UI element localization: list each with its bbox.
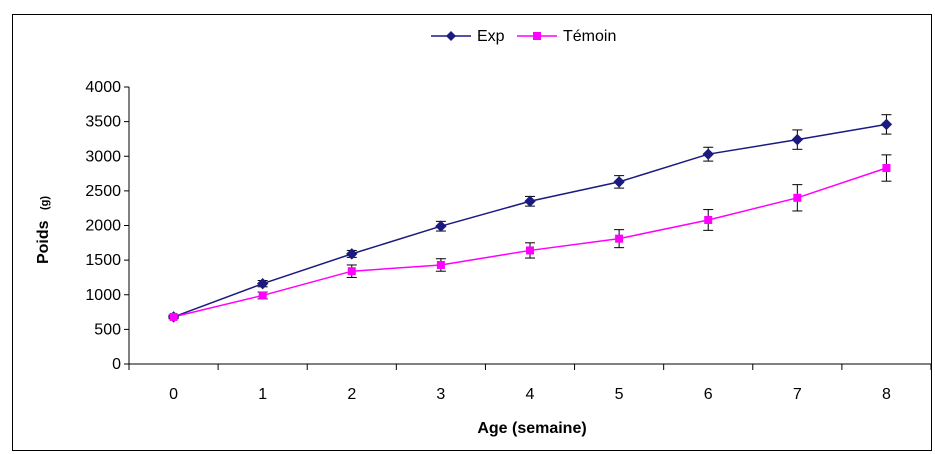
x-tick-label: 7 [793,386,802,403]
legend-marker [446,31,456,41]
data-point-marker [702,148,714,160]
x-tick-label: 1 [258,386,267,403]
x-tick-label: 3 [436,386,445,403]
data-point-marker [347,267,356,276]
data-point-marker [793,193,802,202]
data-point-marker [615,234,624,243]
data-point-marker [704,215,713,224]
data-point-marker [346,248,358,260]
y-tick-label: 4000 [85,79,121,96]
y-tick-label: 1500 [85,252,121,269]
y-tick-label: 0 [112,356,121,373]
series-layer [167,114,893,323]
y-axis-title-main: Poids [35,220,52,264]
x-tick-label: 6 [704,386,713,403]
data-point-marker [882,164,891,173]
y-tick-label: 2500 [85,183,121,200]
y-tick-label: 2000 [85,218,121,235]
y-axis-title: Poids (g) [35,196,52,264]
legend-label: Exp [477,28,505,45]
x-axis-title: Age (semaine) [477,420,586,437]
x-tick-label: 2 [347,386,356,403]
x-tick-label: 4 [526,386,535,403]
series-0 [167,114,893,323]
y-tick-label: 500 [94,321,121,338]
y-tick-label: 3500 [85,114,121,131]
series-1 [168,154,892,321]
data-point-marker [526,246,534,255]
x-tick-label: 8 [882,386,891,403]
legend-marker [533,32,541,40]
chart-frame [12,14,932,451]
legend-label: Témoin [563,28,616,45]
data-point-marker [435,220,447,232]
axes-layer: 0 500 1000 1500 2000 2500 3000 3500 4000 0 1 2 3 4 5 6 7… [85,79,932,403]
data-point-marker [256,277,269,290]
data-point-marker [791,133,804,146]
data-point-marker [524,195,536,207]
y-tick-label: 1000 [85,287,121,304]
data-point-marker [880,118,893,131]
data-point-marker [436,260,445,269]
data-point-marker [169,312,178,321]
y-axis-title-unit: (g) [39,196,51,210]
series-line [173,123,887,318]
x-tick-label: 5 [615,386,624,403]
data-point-marker [258,291,267,300]
legend-item-1: Témoin [517,28,616,45]
data-point-marker [613,176,625,188]
legend-item-0: Exp [431,28,505,45]
y-tick-label: 3000 [85,148,121,165]
x-tick-label: 0 [169,386,178,403]
legend: Exp Témoin [431,28,616,45]
